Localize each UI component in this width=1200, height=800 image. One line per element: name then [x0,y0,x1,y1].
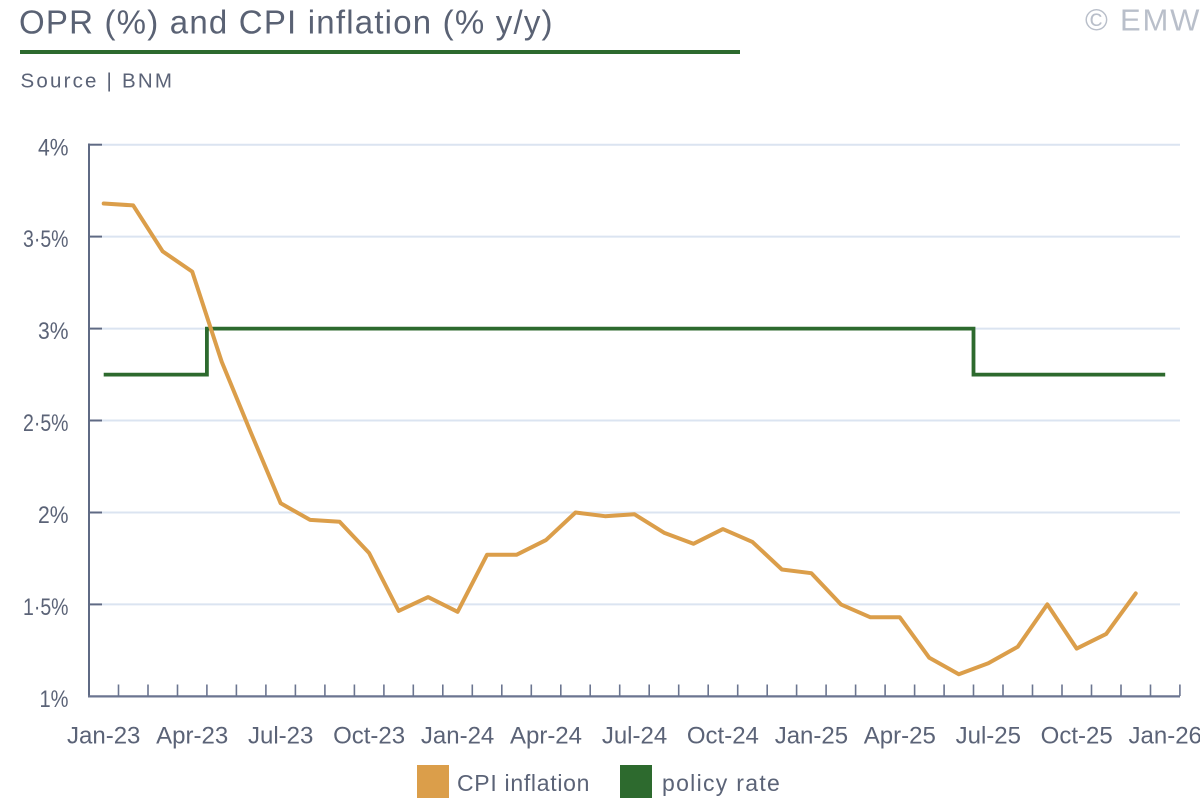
svg-text:2%: 2% [38,502,69,529]
svg-text:3·5%: 3·5% [23,226,69,253]
svg-text:Oct-24: Oct-24 [687,723,759,750]
svg-text:Source | BNM: Source | BNM [21,70,175,93]
svg-text:Jul-23: Jul-23 [248,723,313,750]
svg-text:Jan-25: Jan-25 [775,723,848,750]
svg-text:Apr-23: Apr-23 [156,723,228,750]
svg-text:4%: 4% [38,134,69,161]
svg-text:3%: 3% [38,318,69,345]
svg-text:OPR (%) and CPI inflation (% y: OPR (%) and CPI inflation (% y/y) [19,4,554,41]
svg-text:Apr-24: Apr-24 [510,723,582,750]
svg-text:Jan-26: Jan-26 [1129,723,1200,750]
svg-text:Jul-25: Jul-25 [956,723,1021,750]
svg-text:2·5%: 2·5% [23,410,69,437]
svg-text:CPI inflation: CPI inflation [457,770,590,796]
svg-text:policy rate: policy rate [662,770,781,796]
svg-text:Apr-25: Apr-25 [864,723,936,750]
svg-text:1·5%: 1·5% [23,594,69,621]
svg-text:© EMW: © EMW [1085,3,1200,38]
svg-text:Oct-25: Oct-25 [1041,723,1113,750]
svg-text:Oct-23: Oct-23 [333,723,405,750]
svg-text:Jul-24: Jul-24 [602,723,667,750]
svg-text:1%: 1% [40,686,69,713]
svg-text:Jan-23: Jan-23 [67,723,140,750]
svg-text:Jan-24: Jan-24 [421,723,494,750]
